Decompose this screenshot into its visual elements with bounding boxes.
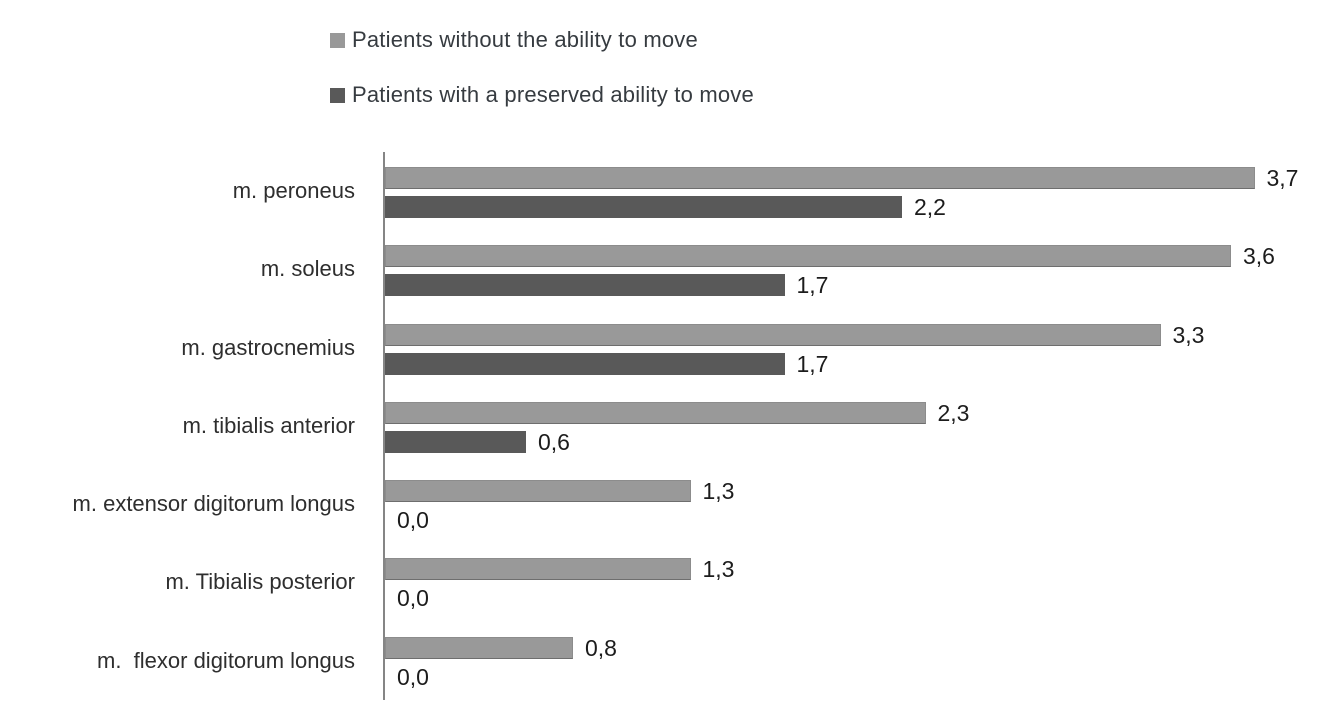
bar-with-ability [385, 196, 902, 218]
category-label: m. tibialis anterior [182, 412, 355, 438]
value-label: 0,0 [397, 507, 429, 534]
bar-with-ability [385, 430, 526, 453]
category-label: m. soleus [260, 256, 355, 282]
chart-row: m. gastrocnemius 3,3 1,7 [0, 309, 1318, 387]
legend-swatch-with-ability-icon [330, 87, 345, 103]
bar-group: 3,7 2,2 [385, 152, 1318, 230]
value-label: 0,0 [397, 663, 429, 690]
value-label: 0,0 [397, 585, 429, 612]
bar-group: 0,8 0,0 [385, 622, 1318, 700]
bar-chart-plot-area: m. peroneus 3,7 2,2 m. soleus 3,6 1,7 m. gastr… [0, 152, 1318, 700]
legend-item-without-ability: Patients without the ability to move [330, 26, 754, 54]
category-label: m. gastrocnemius [181, 334, 355, 360]
value-label: 2,3 [937, 399, 970, 426]
y-axis-line [383, 152, 385, 700]
category-label: m. peroneus [232, 178, 355, 203]
legend-label: Patients with a preserved ability to mov… [352, 82, 754, 107]
chart-row: m. flexor digitorum longus 0,8 0,0 [0, 622, 1318, 700]
category-label: m. extensor digitorum longus [72, 491, 355, 517]
bar-group: 1,3 0,0 [385, 543, 1318, 621]
value-label: 3,3 [1172, 321, 1205, 348]
chart-row: m. extensor digitorum longus 1,3 0,0 [0, 465, 1318, 543]
bar-with-ability [385, 274, 785, 297]
bar-group: 3,3 1,7 [385, 309, 1318, 387]
chart-legend: Patients without the ability to move Pat… [330, 26, 754, 136]
value-label: 2,2 [914, 194, 946, 220]
bar-with-ability [385, 352, 785, 375]
legend-label: Patients without the ability to move [352, 27, 698, 52]
value-label: 1,3 [702, 556, 735, 583]
value-label: 0,8 [585, 634, 617, 661]
value-label: 1,3 [702, 478, 735, 505]
value-label: 3,7 [1266, 165, 1299, 191]
value-label: 1,7 [796, 272, 829, 299]
bar-without-ability [385, 401, 926, 424]
bar-without-ability [385, 167, 1255, 189]
category-label: m. Tibialis posterior [165, 569, 355, 595]
chart-row: m. Tibialis posterior 1,3 0,0 [0, 543, 1318, 621]
legend-swatch-without-ability-icon [330, 32, 345, 48]
bar-without-ability [385, 245, 1231, 268]
bar-without-ability [385, 636, 573, 659]
chart-row: m. soleus 3,6 1,7 [0, 230, 1318, 308]
legend-item-with-ability: Patients with a preserved ability to mov… [330, 81, 754, 109]
bar-group: 2,3 0,6 [385, 387, 1318, 465]
bar-without-ability [385, 323, 1161, 346]
value-label: 0,6 [538, 428, 570, 455]
chart-row: m. peroneus 3,7 2,2 [0, 152, 1318, 230]
category-label: m. flexor digitorum longus [97, 647, 355, 673]
bar-without-ability [385, 558, 691, 581]
value-label: 1,7 [796, 350, 829, 377]
bar-group: 1,3 0,0 [385, 465, 1318, 543]
bar-without-ability [385, 480, 691, 503]
value-label: 3,6 [1243, 243, 1275, 270]
chart-row: m. tibialis anterior 2,3 0,6 [0, 387, 1318, 465]
bar-group: 3,6 1,7 [385, 230, 1318, 308]
